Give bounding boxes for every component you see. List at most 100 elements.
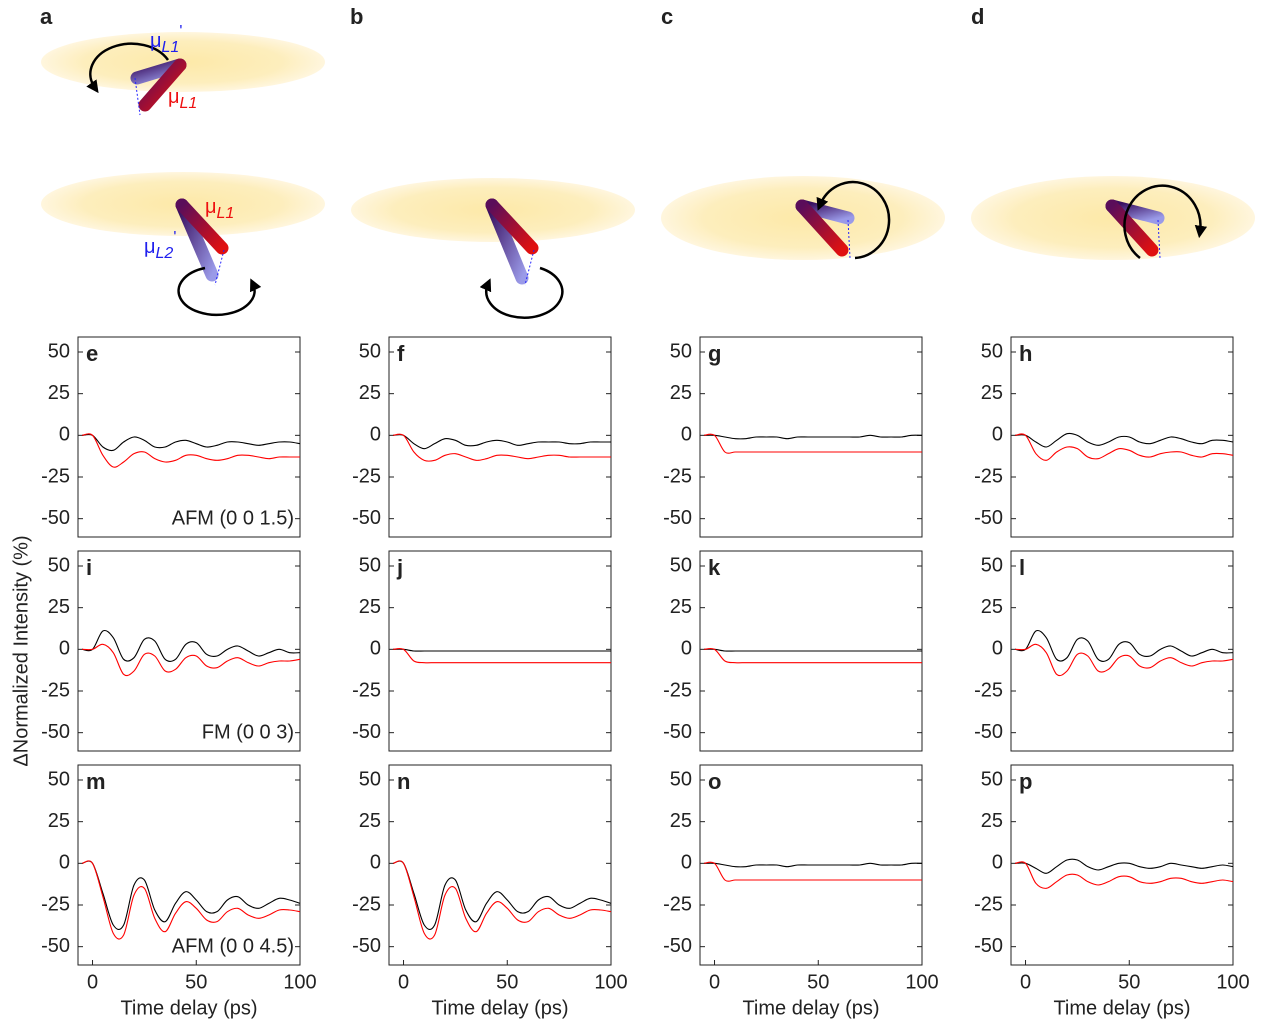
data-line bbox=[393, 861, 611, 929]
y-tick-label: -50 bbox=[974, 507, 1003, 529]
panel-label: e bbox=[86, 341, 98, 366]
x-tick-label: 100 bbox=[283, 971, 316, 993]
y-tick-label: -25 bbox=[352, 465, 381, 487]
y-tick-label: 50 bbox=[981, 554, 1003, 576]
panel-label: p bbox=[1019, 769, 1032, 794]
annotation: AFM (0 0 1.5) bbox=[172, 507, 294, 529]
panel-label: l bbox=[1019, 555, 1025, 580]
y-tick-label: -25 bbox=[663, 679, 692, 701]
y-tick-label: 50 bbox=[981, 340, 1003, 362]
y-tick-label: 25 bbox=[359, 810, 381, 832]
data-line bbox=[704, 863, 922, 867]
plot-frame bbox=[1011, 551, 1233, 751]
annotation: FM (0 0 3) bbox=[202, 721, 294, 743]
y-tick-label: 50 bbox=[670, 554, 692, 576]
y-tick-label: -25 bbox=[41, 893, 70, 915]
y-tick-label: 25 bbox=[981, 382, 1003, 404]
y-tick-label: 0 bbox=[992, 424, 1003, 446]
y-tick-label: 0 bbox=[681, 424, 692, 446]
x-tick-label: 50 bbox=[807, 971, 829, 993]
x-tick-label: 50 bbox=[1118, 971, 1140, 993]
y-tick-label: -25 bbox=[352, 679, 381, 701]
y-tick-label: -50 bbox=[352, 935, 381, 957]
y-tick-label: 0 bbox=[992, 638, 1003, 660]
disc bbox=[971, 176, 1255, 260]
y-tick-label: -50 bbox=[41, 721, 70, 743]
y-tick-label: 25 bbox=[981, 596, 1003, 618]
y-tick-label: -50 bbox=[663, 935, 692, 957]
moment-label: μL1' bbox=[150, 23, 182, 56]
data-line bbox=[1015, 859, 1233, 873]
data-line bbox=[82, 861, 300, 929]
y-tick-label: 50 bbox=[670, 768, 692, 790]
x-tick-label: 50 bbox=[496, 971, 518, 993]
x-tick-label: 0 bbox=[87, 971, 98, 993]
page: a b c d μL1' μL1 μL1 μL2' -50 -25 0 25 50 e AF… bbox=[0, 0, 1267, 1028]
panel-label: a bbox=[40, 4, 53, 29]
y-tick-label: -50 bbox=[41, 935, 70, 957]
y-tick-label: 25 bbox=[48, 596, 70, 618]
y-tick-label: 50 bbox=[48, 554, 70, 576]
annotation: AFM (0 0 4.5) bbox=[172, 935, 294, 957]
y-tick-label: 50 bbox=[359, 340, 381, 362]
y-tick-label: 25 bbox=[48, 810, 70, 832]
diagram-row: a b c d μL1' μL1 μL1 μL2' bbox=[40, 4, 1255, 318]
y-tick-label: 0 bbox=[370, 638, 381, 660]
data-line bbox=[82, 434, 300, 450]
y-tick-label: 25 bbox=[670, 382, 692, 404]
y-tick-label: 25 bbox=[981, 810, 1003, 832]
data-line bbox=[1015, 644, 1233, 675]
y-tick-label: 0 bbox=[992, 852, 1003, 874]
data-line bbox=[393, 434, 611, 461]
y-tick-label: 0 bbox=[370, 424, 381, 446]
x-axis-label: Time delay (ps) bbox=[1053, 997, 1190, 1019]
data-line bbox=[393, 435, 611, 449]
y-tick-label: 50 bbox=[359, 768, 381, 790]
panel-label: j bbox=[396, 555, 403, 580]
y-tick-label: -50 bbox=[974, 721, 1003, 743]
y-tick-label: 25 bbox=[48, 382, 70, 404]
x-tick-label: 0 bbox=[398, 971, 409, 993]
y-tick-label: 25 bbox=[359, 596, 381, 618]
data-line bbox=[1015, 862, 1233, 889]
panel-label: m bbox=[86, 769, 106, 794]
y-tick-label: 0 bbox=[370, 852, 381, 874]
x-tick-label: 100 bbox=[594, 971, 627, 993]
x-axis-label: Time delay (ps) bbox=[120, 997, 257, 1019]
y-tick-label: 0 bbox=[59, 638, 70, 660]
data-line bbox=[704, 649, 922, 651]
y-tick-label: 50 bbox=[359, 554, 381, 576]
figure: a b c d μL1' μL1 μL1 μL2' -50 -25 0 25 50 e AF… bbox=[0, 0, 1267, 1028]
plot-frame bbox=[389, 765, 611, 965]
panel-label: i bbox=[86, 555, 92, 580]
panel-label: n bbox=[397, 769, 410, 794]
y-tick-label: 0 bbox=[59, 852, 70, 874]
y-tick-label: 25 bbox=[670, 810, 692, 832]
plot-frame bbox=[1011, 765, 1233, 965]
x-tick-label: 0 bbox=[709, 971, 720, 993]
y-tick-label: 25 bbox=[359, 382, 381, 404]
y-tick-label: -50 bbox=[974, 935, 1003, 957]
x-tick-label: 0 bbox=[1020, 971, 1031, 993]
y-axis-label: ΔNormalized Intensity (%) bbox=[10, 535, 32, 766]
y-tick-label: 50 bbox=[48, 340, 70, 362]
panel-label: c bbox=[661, 4, 673, 29]
y-tick-label: -25 bbox=[974, 893, 1003, 915]
y-tick-label: -50 bbox=[663, 507, 692, 529]
y-tick-label: -50 bbox=[663, 721, 692, 743]
y-tick-label: 50 bbox=[670, 340, 692, 362]
data-line bbox=[82, 644, 300, 675]
data-line bbox=[704, 435, 922, 439]
y-tick-label: -25 bbox=[663, 893, 692, 915]
panel-label: b bbox=[350, 4, 363, 29]
panel-label: g bbox=[708, 341, 721, 366]
panel-label: d bbox=[971, 4, 984, 29]
y-tick-label: 50 bbox=[48, 768, 70, 790]
y-tick-label: 0 bbox=[59, 424, 70, 446]
y-tick-label: -25 bbox=[663, 465, 692, 487]
x-axis-label: Time delay (ps) bbox=[742, 997, 879, 1019]
panel-label: o bbox=[708, 769, 721, 794]
y-tick-label: -50 bbox=[352, 721, 381, 743]
x-tick-label: 50 bbox=[185, 971, 207, 993]
y-tick-label: -50 bbox=[41, 507, 70, 529]
